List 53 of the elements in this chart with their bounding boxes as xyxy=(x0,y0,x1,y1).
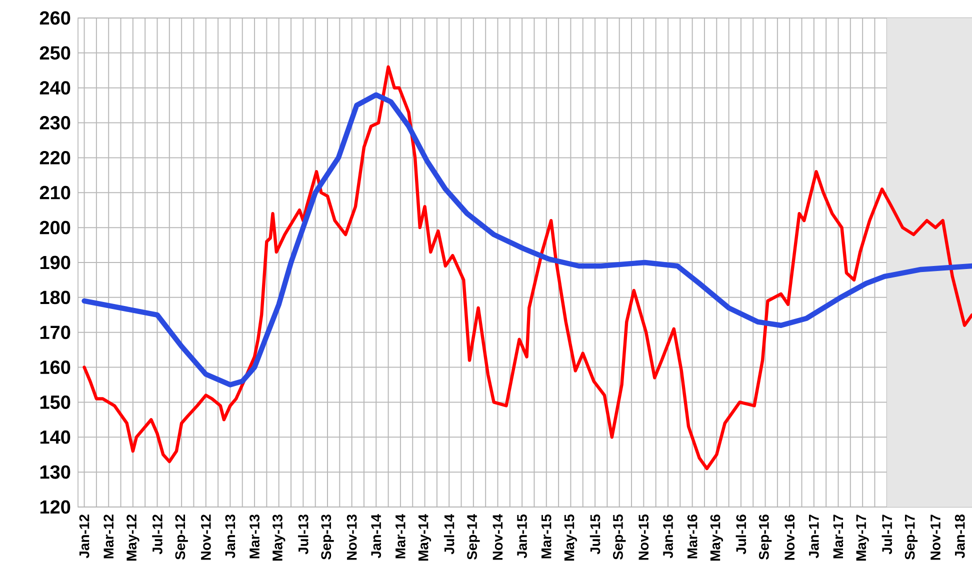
y-tick-label: 150 xyxy=(40,395,70,409)
x-tick-label: Nov-17 xyxy=(930,514,940,560)
y-tick-label: 260 xyxy=(40,11,70,25)
x-tick-label: Nov-15 xyxy=(638,514,649,560)
x-tick-label: Jan-16 xyxy=(663,514,673,558)
x-tick-label: May-12 xyxy=(126,514,140,561)
x-tick-label: Mar-12 xyxy=(104,514,114,558)
x-tick-label: May-15 xyxy=(564,514,577,561)
x-tick-label: Mar-17 xyxy=(833,514,844,558)
y-tick-label: 140 xyxy=(40,430,70,444)
x-tick-label: Sep-12 xyxy=(175,514,188,560)
x-tick-label: Jul-16 xyxy=(736,514,746,554)
y-tick-label: 120 xyxy=(40,500,70,514)
x-tick-label: Sep-14 xyxy=(467,514,480,560)
y-tick-label: 220 xyxy=(40,150,70,164)
x-tick-label: Jan-14 xyxy=(371,514,382,558)
x-tick-label: Nov-13 xyxy=(346,514,357,560)
x-tick-label: May-13 xyxy=(272,514,286,561)
x-tick-label: Jan-17 xyxy=(809,514,819,558)
x-tick-label: Sep-13 xyxy=(321,514,334,560)
x-tick-label: Jan-12 xyxy=(79,514,90,558)
x-tick-label: Mar-15 xyxy=(542,514,552,558)
y-tick-label: 130 xyxy=(40,465,70,479)
y-tick-label: 170 xyxy=(40,326,70,340)
x-tick-label: Nov-16 xyxy=(784,514,795,560)
x-tick-label: Sep-15 xyxy=(613,514,626,560)
x-tick-label: May-16 xyxy=(710,514,723,561)
x-tick-label: Jan-15 xyxy=(517,514,527,558)
x-tick-label: Mar-16 xyxy=(687,514,698,558)
x-tick-label: Mar-13 xyxy=(250,514,260,558)
x-tick-label: Jul-13 xyxy=(298,514,308,554)
x-tick-label: Sep-17 xyxy=(904,514,918,560)
y-tick-label: 160 xyxy=(40,360,70,374)
x-tick-label: Jan-13 xyxy=(225,514,236,558)
y-tick-label: 180 xyxy=(40,290,70,304)
y-tick-label: 240 xyxy=(40,81,70,95)
y-tick-label: 200 xyxy=(40,220,70,234)
y-tick-label: 250 xyxy=(40,46,70,60)
x-tick-label: Sep-16 xyxy=(758,514,772,560)
x-tick-label: May-17 xyxy=(856,514,869,561)
y-tick-label: 210 xyxy=(40,186,70,200)
y-tick-label: 230 xyxy=(40,116,70,130)
x-tick-label: Mar-14 xyxy=(396,514,406,558)
x-tick-label: Jul-17 xyxy=(882,514,892,554)
line-series xyxy=(82,65,972,470)
x-tick-label: Jan-18 xyxy=(954,514,965,558)
x-tick-label: May-14 xyxy=(418,514,432,561)
x-tick-label: Nov-12 xyxy=(200,514,211,560)
x-tick-label: Nov-14 xyxy=(492,514,503,560)
x-tick-label: Jul-14 xyxy=(444,514,454,554)
y-tick-label: 190 xyxy=(40,256,70,270)
x-tick-label: Jul-12 xyxy=(152,514,162,554)
x-tick-label: Jul-15 xyxy=(590,514,600,554)
